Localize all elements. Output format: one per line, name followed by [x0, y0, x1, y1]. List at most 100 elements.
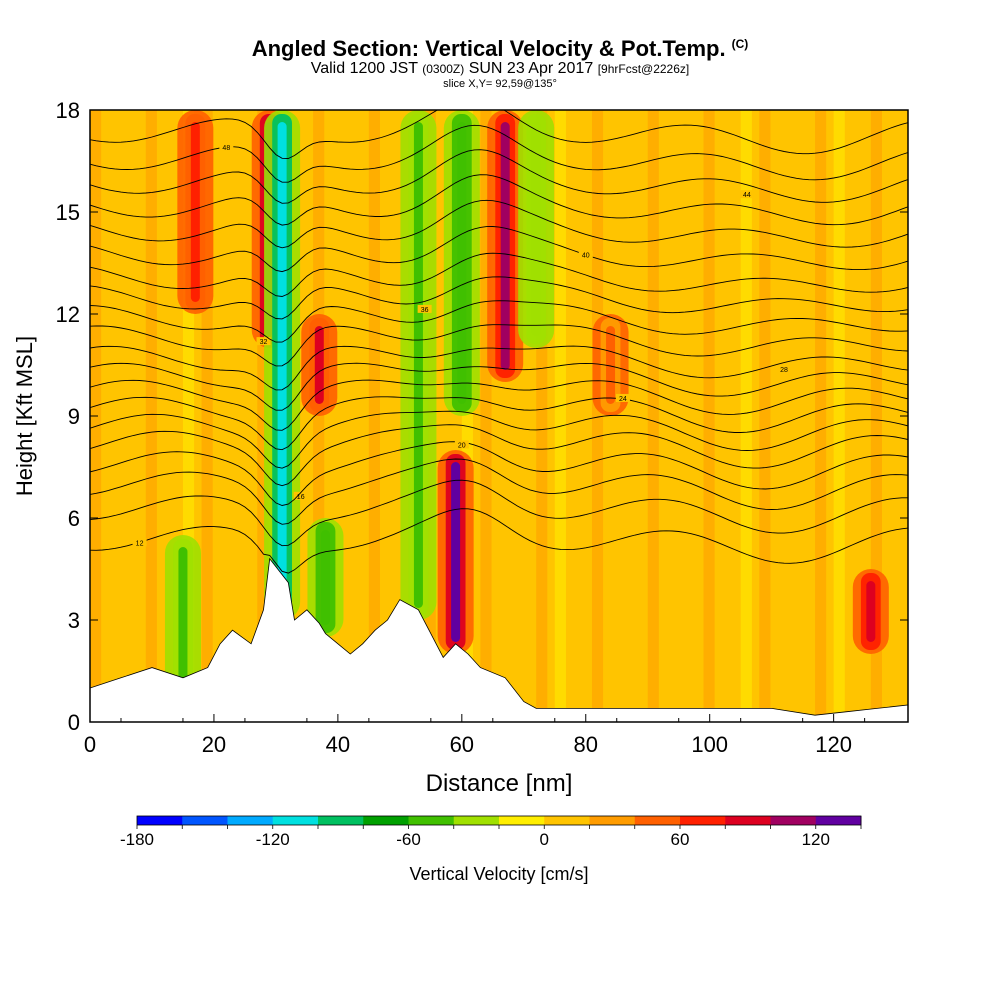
field-stripe	[480, 110, 492, 722]
field-stripe	[313, 110, 325, 722]
field-stripe	[740, 110, 752, 722]
field-stripe	[331, 110, 343, 722]
colorbar-swatch	[453, 816, 500, 825]
field-stripe	[629, 110, 641, 722]
velocity-feature-core	[314, 326, 324, 404]
velocity-feature-core	[531, 122, 541, 336]
field-stripe	[443, 110, 455, 722]
field-stripe	[368, 110, 381, 722]
chart-title-unit: (C)	[731, 36, 749, 51]
velocity-feature-core	[190, 122, 200, 302]
field-stripe	[108, 110, 120, 722]
colorbar-tick-label: 0	[540, 830, 549, 849]
y-tick-label: 15	[56, 200, 80, 225]
field-stripe	[182, 110, 195, 722]
field-stripe	[833, 110, 845, 722]
colorbar-swatch	[544, 816, 590, 825]
theta-contour	[90, 324, 908, 367]
theta-contour	[90, 424, 908, 487]
velocity-feature-core	[500, 122, 510, 370]
theta-contour-label: 20	[458, 442, 466, 449]
field-stripe	[257, 110, 269, 722]
colorbar-label: Vertical Velocity [cm/s]	[409, 864, 588, 884]
theta-contour-label: 16	[297, 494, 305, 501]
field-stripe	[610, 110, 622, 722]
colorbar-swatch	[408, 816, 455, 825]
theta-contour-label: 44	[743, 192, 751, 199]
theta-contour	[90, 276, 908, 320]
theta-contour-label-bg	[293, 491, 308, 500]
chart-subtitle: Valid 1200 JST (0300Z) SUN 23 Apr 2017 […	[0, 60, 1000, 78]
theta-contour-label-bg	[615, 393, 630, 402]
theta-contour	[90, 252, 908, 297]
velocity-feature-core	[457, 122, 467, 404]
y-tick-label: 9	[68, 404, 80, 429]
field-stripe	[164, 110, 176, 722]
velocity-feature-core	[866, 581, 876, 642]
theta-contour-label-bg	[256, 337, 271, 346]
y-tick-label: 6	[68, 506, 80, 531]
x-tick-label: 40	[326, 732, 350, 757]
velocity-feature-core	[178, 547, 188, 693]
velocity-feature-core	[413, 122, 423, 608]
slice-label: slice X,Y= 92,59@135°	[443, 78, 557, 90]
colorbar: -180 -120 -60 0 60 120	[120, 815, 862, 849]
theta-contour	[90, 396, 908, 451]
field-stripe	[889, 110, 901, 722]
colorbar-swatch	[815, 816, 862, 825]
x-tick-label: 80	[574, 732, 598, 757]
chart-title: Angled Section: Vertical Velocity & Pot.…	[0, 36, 1000, 62]
field-stripe	[815, 110, 827, 722]
theta-contour-label: 12	[136, 540, 144, 547]
theta-contour-label-bg	[132, 538, 147, 547]
terrain	[89, 557, 909, 723]
y-tick-label: 0	[68, 710, 80, 735]
colorbar-swatch	[499, 816, 545, 825]
velocity-feature-core	[320, 530, 330, 625]
field-stripe	[238, 110, 250, 722]
x-tick-label: 20	[202, 732, 226, 757]
valid-date: SUN 23 Apr 2017	[468, 60, 594, 77]
colorbar-swatch	[227, 816, 274, 825]
colorbar-swatch	[680, 816, 726, 825]
colorbar-swatch	[589, 816, 636, 825]
field-stripe	[145, 110, 157, 722]
field-stripe	[647, 110, 659, 722]
theta-contour	[90, 110, 908, 159]
colorbar-swatch	[318, 816, 364, 825]
theta-contour-label: 28	[780, 367, 788, 374]
x-tick-label: 0	[84, 732, 96, 757]
field-stripe	[350, 110, 362, 722]
theta-contour	[90, 441, 908, 506]
field-stripe	[387, 110, 399, 722]
theta-contour-label-bg	[417, 304, 432, 313]
field-stripe	[220, 110, 232, 722]
theta-contour	[90, 508, 908, 574]
theta-contour-label: 32	[260, 339, 268, 346]
x-tick-label: 100	[691, 732, 728, 757]
field-stripe	[554, 110, 566, 722]
field-stripe	[777, 110, 790, 722]
colorbar-swatch	[272, 816, 319, 825]
colorbar-swatch	[770, 816, 817, 825]
field-stripe	[461, 110, 473, 722]
colorbar-tick-label: 120	[802, 830, 830, 849]
field-stripe	[517, 110, 529, 722]
forecast-label: [9hrFcst@2226z]	[597, 62, 690, 76]
y-tick-label: 3	[68, 608, 80, 633]
field-stripe	[666, 110, 678, 722]
velocity-feature-core	[451, 462, 461, 642]
velocity-feature-core	[606, 326, 616, 404]
theta-contour	[90, 458, 908, 525]
colorbar-tick-label: -180	[120, 830, 154, 849]
field-stripe	[852, 110, 864, 722]
field-stripe	[684, 110, 697, 722]
field-stripe	[722, 110, 734, 722]
field-stripe	[703, 110, 715, 722]
y-axis-label: Height [Kft MSL]	[12, 336, 37, 496]
theta-contour-label-bg	[739, 190, 754, 199]
field-stripe	[536, 110, 548, 722]
x-axis-label: Distance [nm]	[426, 770, 573, 797]
theta-contour-label: 40	[582, 253, 590, 260]
